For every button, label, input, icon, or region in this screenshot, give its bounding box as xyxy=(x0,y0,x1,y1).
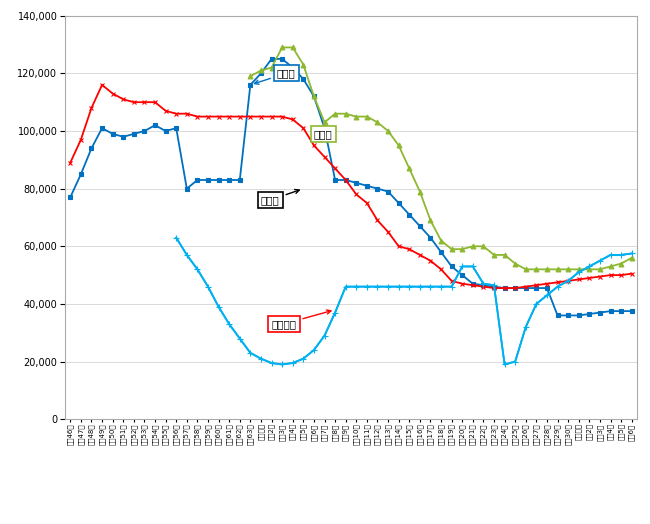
Text: 軽井沢町: 軽井沢町 xyxy=(272,310,331,329)
Text: 長野市: 長野市 xyxy=(255,68,296,84)
Text: 松本市: 松本市 xyxy=(314,124,333,139)
Text: 県全体: 県全体 xyxy=(261,190,299,205)
